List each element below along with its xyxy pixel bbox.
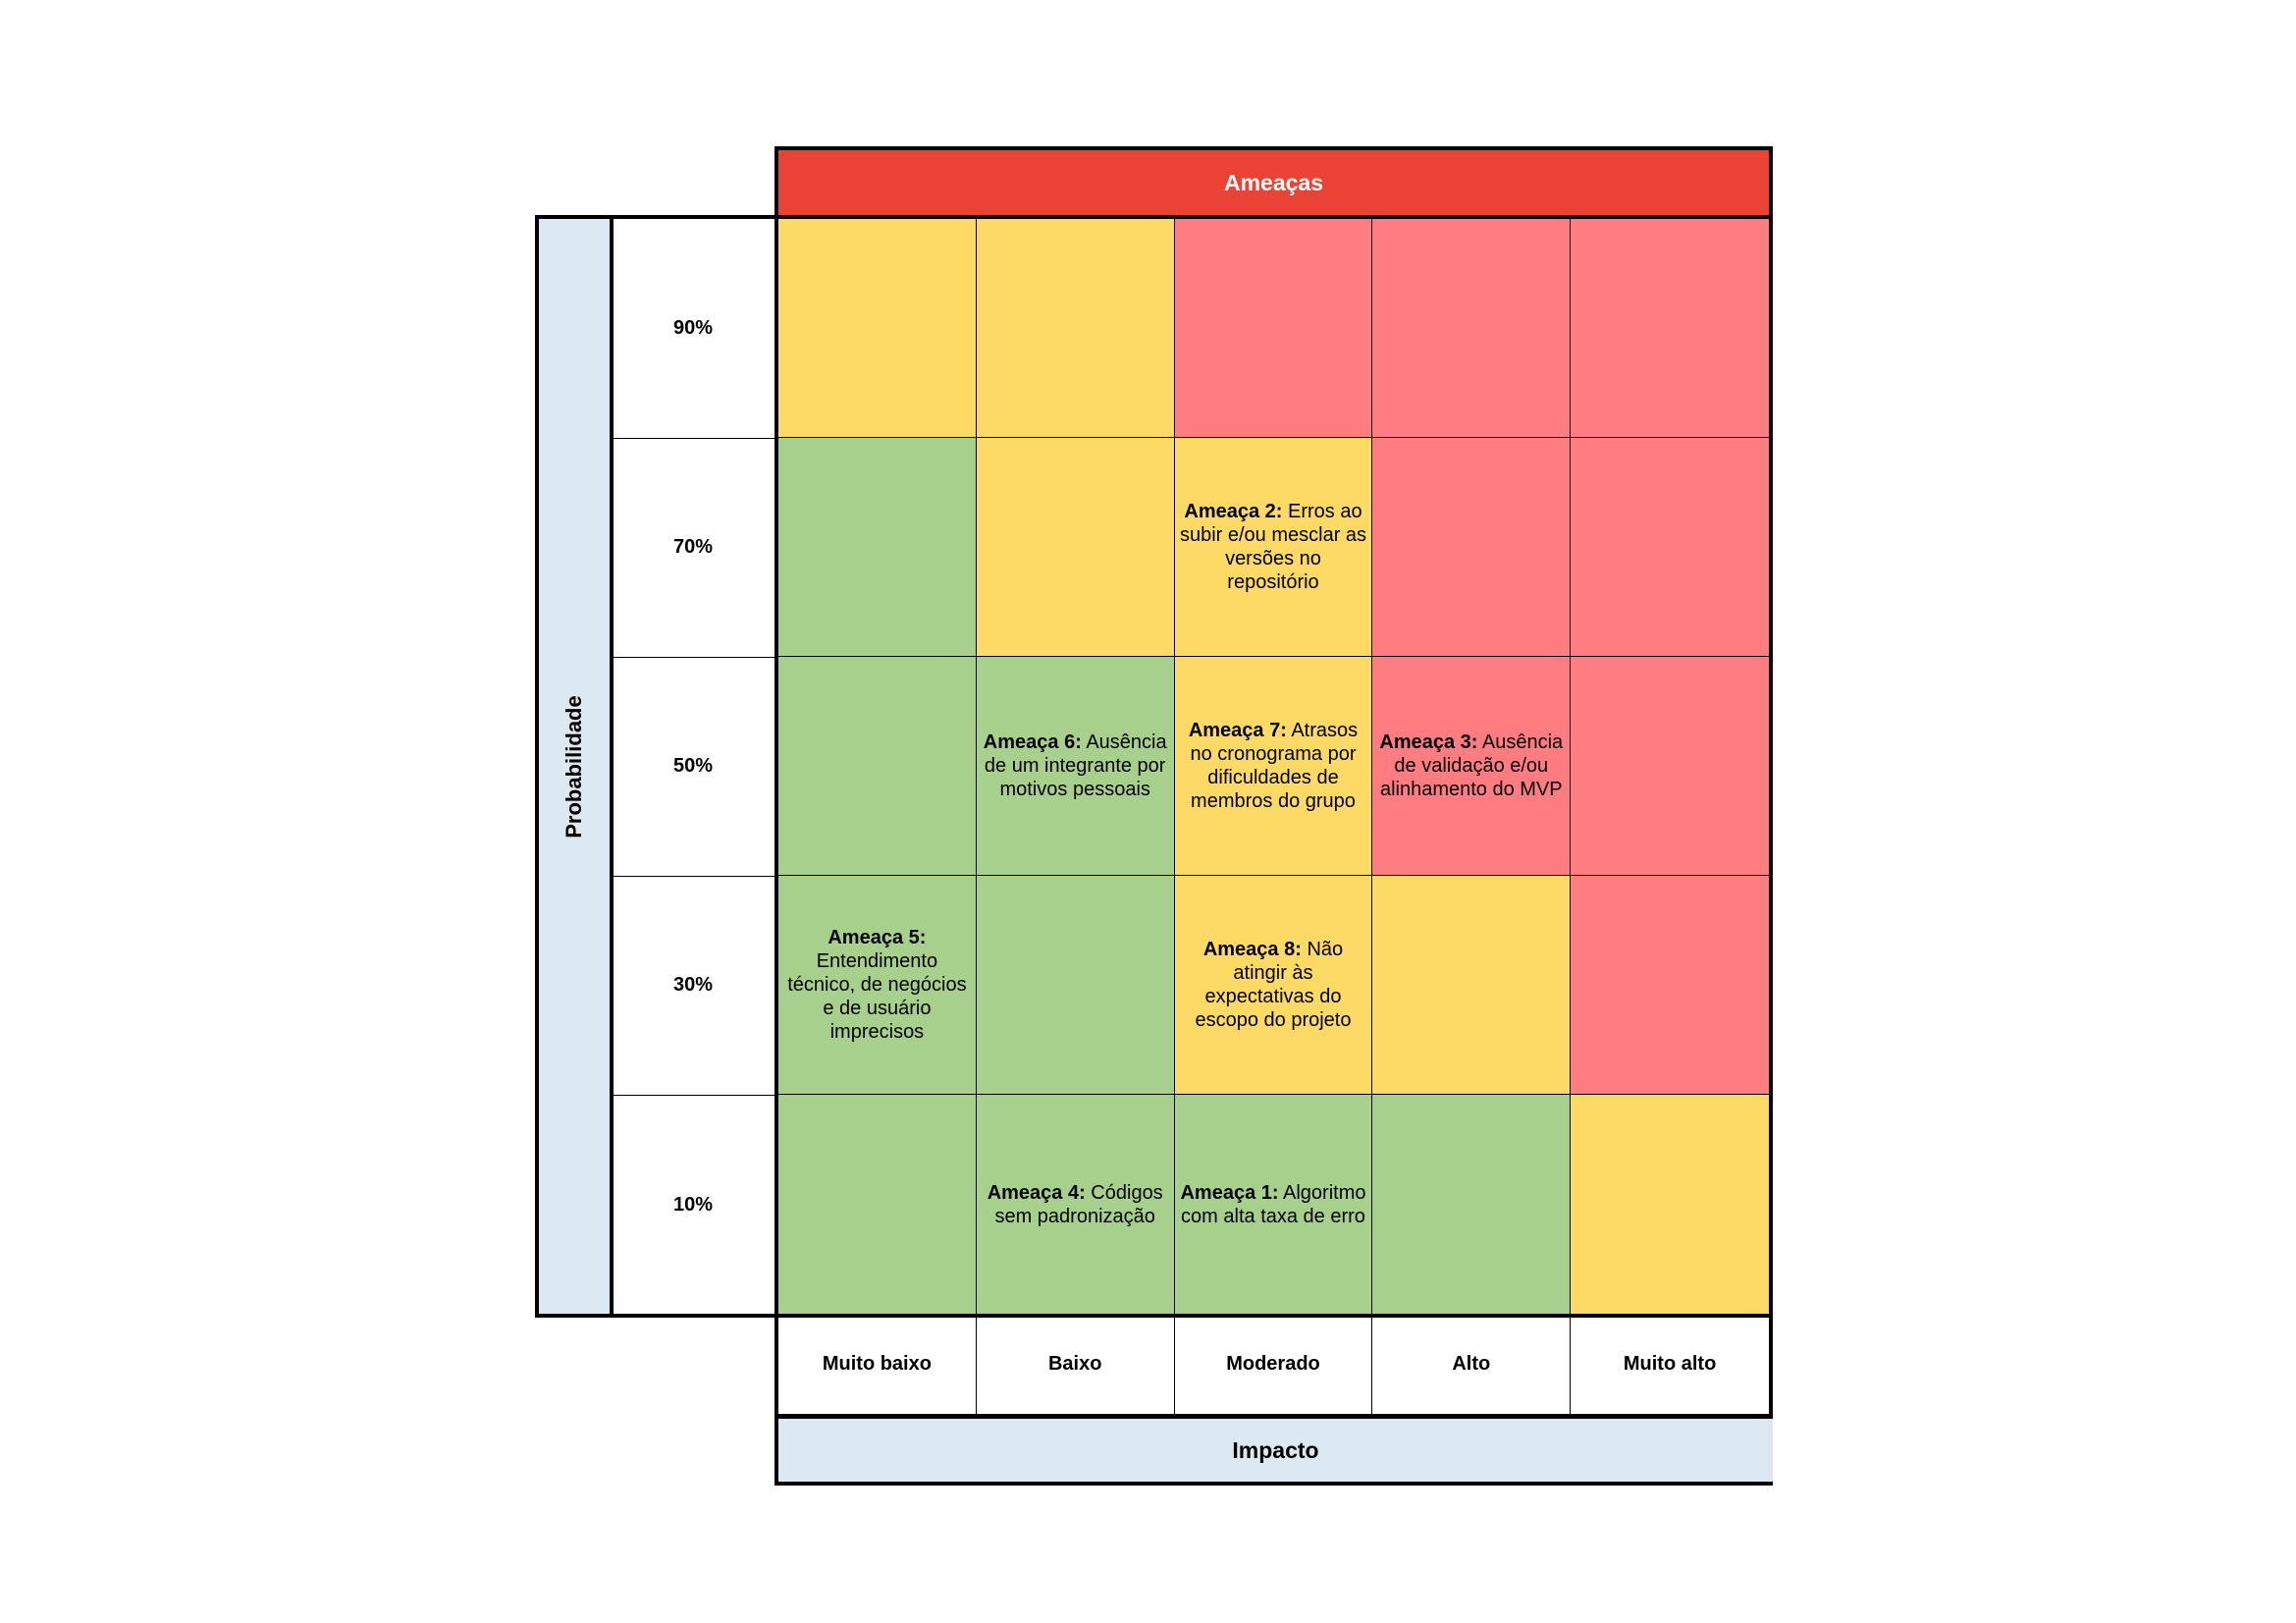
threat-label: Ameaça 3: Ausência de validação e/ou ali… xyxy=(1376,730,1566,801)
impact-label: Muito alto xyxy=(1623,1353,1717,1375)
matrix-cell xyxy=(1571,1095,1769,1314)
threat-description: Ausência de um integrante por motivos pe… xyxy=(984,731,1167,800)
matrix-cell: Ameaça 3: Ausência de validação e/ou ali… xyxy=(1372,657,1572,876)
threat-title: Ameaça 2: xyxy=(1184,501,1283,522)
threat-title: Ameaça 8: xyxy=(1202,939,1302,960)
probability-labels: 90% 70% 50% 30% 10% xyxy=(611,215,777,1318)
threat-label: Ameaça 7: Atrasos no cronograma por difi… xyxy=(1179,719,1368,813)
matrix-cell: Ameaça 5: Entendimento técnico, de negóc… xyxy=(778,876,977,1095)
matrix-cell xyxy=(778,1095,977,1314)
threat-title: Ameaça 4: xyxy=(987,1181,1086,1204)
threat-label: Ameaça 5: Entendimento técnico, de negóc… xyxy=(782,926,972,1044)
threat-title: Ameaça 6: xyxy=(983,731,1082,753)
matrix-cell: Ameaça 6: Ausência de um integrante por … xyxy=(976,657,1175,876)
probability-label: 30% xyxy=(611,876,775,1096)
matrix-cell xyxy=(1571,219,1769,438)
impact-label: Moderado xyxy=(1175,1315,1373,1414)
threat-description: Entendimento técnico, de negócios e de u… xyxy=(787,950,967,1043)
threat-description: Códigos sem padronização xyxy=(994,1181,1163,1227)
matrix-cell xyxy=(1571,657,1769,876)
impact-label: Baixo xyxy=(977,1315,1175,1414)
matrix-cell: Ameaça 7: Atrasos no cronograma por difi… xyxy=(1174,657,1373,876)
matrix-cell xyxy=(778,438,977,657)
risk-matrix: Ameaça 2: Erros ao subir e/ou mesclar as… xyxy=(774,215,1773,1318)
probability-axis: Probabilidade xyxy=(535,215,614,1318)
matrix-cell xyxy=(1372,438,1572,657)
impact-label: Muito baixo xyxy=(778,1315,977,1414)
probability-label: 50% xyxy=(611,657,775,877)
probability-axis-label: Probabilidade xyxy=(561,694,586,839)
threat-label: Ameaça 6: Ausência de um integrante por … xyxy=(981,730,1170,801)
matrix-cell xyxy=(1571,876,1769,1095)
matrix-title: Ameaças xyxy=(774,146,1773,216)
matrix-cell: Ameaça 4: Códigos sem padronização xyxy=(976,1095,1175,1314)
matrix-cell xyxy=(778,219,977,438)
matrix-cell: Ameaça 2: Erros ao subir e/ou mesclar as… xyxy=(1174,438,1373,657)
threat-label: Ameaça 2: Erros ao subir e/ou mesclar as… xyxy=(1179,500,1368,594)
matrix-cell: Ameaça 8: Não atingir às expectativas do… xyxy=(1174,876,1373,1095)
matrix-cell: Ameaça 1: Algoritmo com alta taxa de err… xyxy=(1174,1095,1373,1314)
probability-label: 10% xyxy=(672,1193,714,1216)
matrix-cell xyxy=(1372,219,1572,438)
threat-description: Atrasos no cronograma por dificuldades d… xyxy=(1190,720,1359,812)
impact-axis: Impacto xyxy=(774,1415,1773,1486)
threat-label: Ameaça 8: Não atingir às expectativas do… xyxy=(1179,938,1368,1032)
matrix-cell xyxy=(976,876,1175,1095)
threat-description: Não atingir às expectativas do escopo do… xyxy=(1195,939,1352,1031)
matrix-cell xyxy=(778,657,977,876)
threat-description: Algoritmo com alta taxa de erro xyxy=(1181,1181,1366,1227)
matrix-cell xyxy=(976,438,1175,657)
probability-label: 90% xyxy=(611,219,775,439)
threat-title: Ameaça 1: xyxy=(1180,1181,1279,1204)
matrix-cell xyxy=(1571,438,1769,657)
threat-title: Ameaça 7: xyxy=(1188,720,1287,741)
impact-axis-label: Impacto xyxy=(1232,1436,1319,1463)
impact-labels: Muito baixo Baixo Moderado Alto Muito alto xyxy=(774,1315,1773,1418)
threat-title: Ameaça 3: xyxy=(1379,731,1478,753)
threat-title: Ameaça 5: xyxy=(828,927,927,948)
matrix-cell xyxy=(976,219,1175,438)
threat-description: Ausência de validação e/ou alinhamento d… xyxy=(1379,731,1564,800)
threat-label: Ameaça 4: Códigos sem padronização xyxy=(981,1181,1170,1228)
threat-label: Ameaça 1: Algoritmo com alta taxa de err… xyxy=(1179,1181,1368,1228)
matrix-cell xyxy=(1174,219,1373,438)
matrix-cell xyxy=(1372,1095,1572,1314)
threat-description: Erros ao subir e/ou mesclar as versões n… xyxy=(1179,501,1367,593)
impact-label: Alto xyxy=(1372,1315,1572,1414)
probability-label: 70% xyxy=(611,438,775,658)
matrix-cell xyxy=(1372,876,1572,1095)
